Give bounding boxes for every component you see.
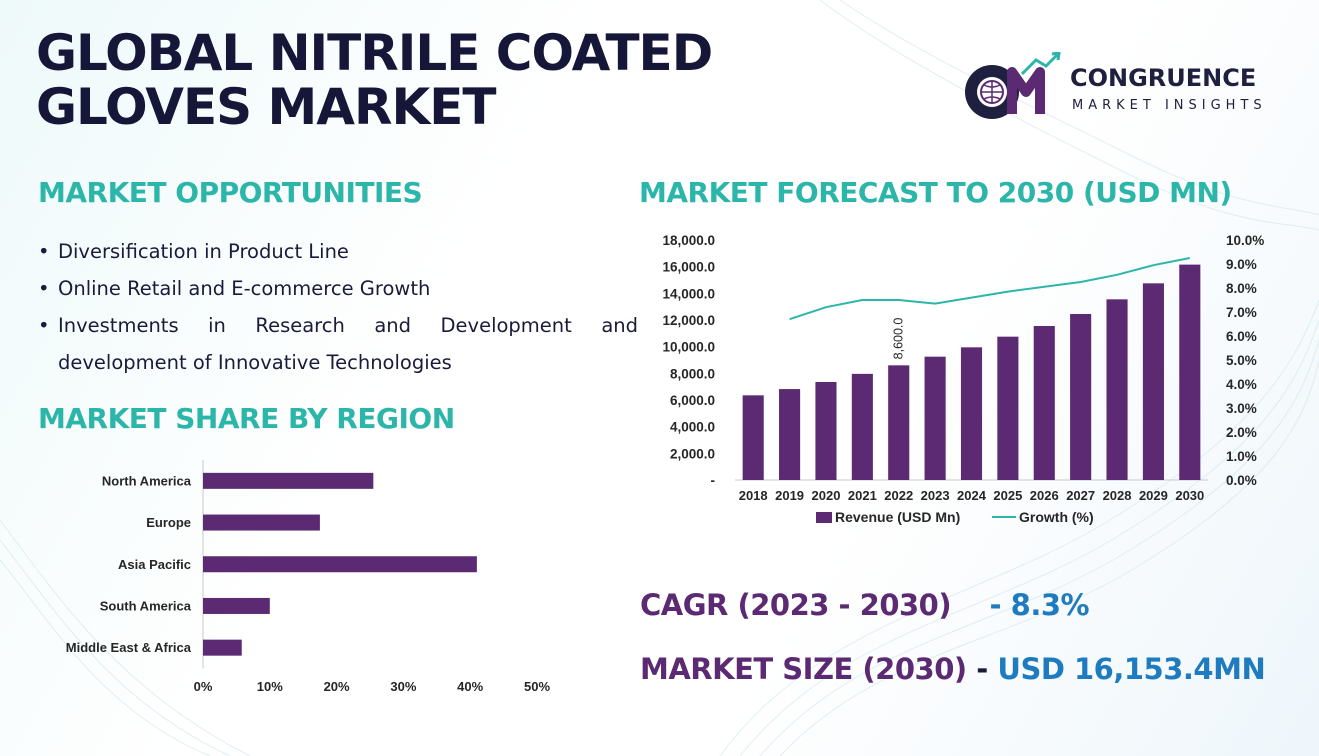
bar	[779, 389, 801, 480]
title-line-2: GLOVES MARKET	[36, 78, 497, 136]
market-size-label: MARKET SIZE (2030)	[640, 652, 967, 686]
logo-subtitle: MARKET INSIGHTS	[1072, 98, 1267, 113]
y-right-tick-label: 2.0%	[1226, 425, 1257, 440]
data-label: 8,600.0	[892, 318, 906, 360]
bar	[203, 597, 270, 614]
cagr-value: - 8.3%	[989, 588, 1090, 622]
list-item: Investments in Research and Development …	[38, 307, 638, 381]
category-label: Asia Pacific	[118, 557, 191, 572]
bar	[203, 556, 477, 573]
x-tick-label: 2030	[1175, 488, 1204, 503]
company-logo: CONGRUENCE MARKET INSIGHTS	[962, 52, 1292, 124]
bar	[203, 514, 320, 531]
x-tick-label: 2021	[848, 488, 877, 503]
forecast-chart: - 2,000.0 4,000.0 6,000.0 8,000.0 10,000.0 12,…	[662, 233, 1264, 525]
bar	[1033, 326, 1055, 480]
category-label: Middle East & Africa	[66, 640, 192, 655]
heading-market-forecast: MARKET FORECAST TO 2030 (USD MN)	[639, 176, 1232, 209]
y-left-tick-label: 4,000.0	[670, 420, 715, 435]
bar	[1070, 314, 1092, 480]
opportunities-list: Diversification in Product Line Online R…	[38, 233, 638, 381]
bar	[1179, 264, 1201, 480]
region-share-chart: North America Europe Asia Pacific South Ame…	[66, 460, 550, 694]
bar	[1106, 299, 1128, 480]
cagr-label: CAGR (2023 - 2030)	[640, 588, 952, 622]
y-right-tick-label: 4.0%	[1226, 377, 1257, 392]
x-tick-label: 2019	[775, 488, 804, 503]
x-tick-label: 0%	[194, 679, 213, 694]
bar	[815, 382, 837, 480]
bar	[742, 395, 764, 480]
heading-market-share: MARKET SHARE BY REGION	[38, 402, 455, 435]
x-tick-label: 2025	[993, 488, 1022, 503]
y-right-tick-label: 6.0%	[1226, 329, 1257, 344]
x-tick-label: 2028	[1103, 488, 1132, 503]
x-tick-label: 2022	[884, 488, 913, 503]
y-left-tick-label: 2,000.0	[670, 446, 715, 461]
x-tick-label: 10%	[257, 679, 283, 694]
x-tick-label: 40%	[457, 679, 483, 694]
y-left-tick-label: -	[711, 473, 716, 488]
y-right-tick-label: 10.0%	[1226, 233, 1264, 248]
bar	[888, 365, 910, 480]
y-left-tick-label: 14,000.0	[662, 286, 715, 301]
category-label: North America	[102, 473, 192, 488]
market-size-stat: MARKET SIZE (2030) - USD 16,153.4MN	[640, 652, 1266, 686]
page-title: GLOBAL NITRILE COATED GLOVES MARKET	[36, 26, 796, 134]
bar	[1142, 283, 1164, 480]
x-tick-label: 50%	[524, 679, 550, 694]
x-tick-label: 30%	[390, 679, 416, 694]
x-tick-label: 2023	[921, 488, 950, 503]
x-tick-label: 2029	[1139, 488, 1168, 503]
y-left-tick-label: 8,000.0	[670, 366, 715, 381]
bar	[851, 373, 873, 480]
y-right-tick-label: 7.0%	[1226, 305, 1257, 320]
legend-swatch-revenue	[816, 512, 832, 523]
category-label: Europe	[146, 515, 191, 530]
y-right-tick-label: 1.0%	[1226, 449, 1257, 464]
title-line-1: GLOBAL NITRILE COATED	[36, 24, 713, 82]
x-tick-label: 2020	[812, 488, 841, 503]
x-tick-label: 2018	[739, 488, 768, 503]
growth-line	[789, 257, 1190, 321]
y-right-tick-label: 0.0%	[1226, 473, 1257, 488]
x-tick-label: 2027	[1066, 488, 1095, 503]
list-item: Online Retail and E-commerce Growth	[38, 270, 638, 307]
bar	[203, 639, 242, 656]
y-right-tick-label: 3.0%	[1226, 401, 1257, 416]
y-right-tick-label: 5.0%	[1226, 353, 1257, 368]
bar	[924, 356, 946, 480]
market-size-value: USD 16,153.4MN	[997, 652, 1266, 686]
heading-market-opportunities: MARKET OPPORTUNITIES	[38, 176, 423, 209]
legend-label-growth: Growth (%)	[1019, 509, 1094, 525]
y-left-tick-label: 10,000.0	[662, 340, 715, 355]
bar	[960, 347, 983, 480]
x-tick-label: 20%	[324, 679, 350, 694]
y-left-tick-label: 16,000.0	[662, 260, 715, 275]
x-tick-label: 2026	[1030, 488, 1059, 503]
cagr-stat: CAGR (2023 - 2030) - 8.3%	[640, 588, 1090, 622]
y-right-tick-label: 8.0%	[1226, 281, 1257, 296]
y-right-tick-label: 9.0%	[1226, 257, 1257, 272]
y-left-tick-label: 6,000.0	[670, 393, 715, 408]
bar	[203, 472, 374, 489]
legend-label-revenue: Revenue (USD Mn)	[835, 509, 960, 525]
y-left-tick-label: 12,000.0	[662, 313, 715, 328]
list-item: Diversification in Product Line	[38, 233, 638, 270]
y-left-tick-label: 18,000.0	[662, 233, 715, 248]
logo-name: CONGRUENCE	[1070, 64, 1257, 92]
category-label: South America	[100, 598, 192, 613]
x-tick-label: 2024	[957, 488, 987, 503]
logo-monogram-icon	[965, 52, 1061, 119]
bar	[997, 336, 1019, 480]
